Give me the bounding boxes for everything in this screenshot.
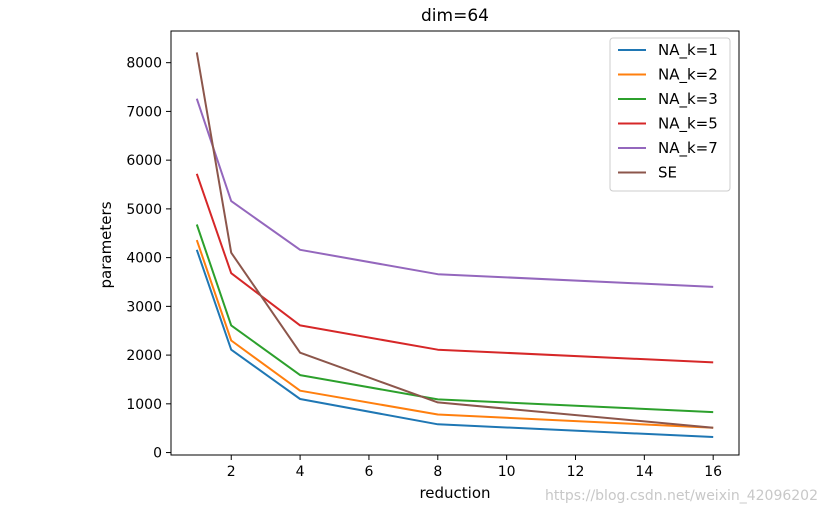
series-line-se bbox=[195, 52, 714, 429]
plot-area bbox=[170, 30, 740, 456]
x-axis-label: reduction bbox=[419, 484, 490, 502]
y-tick-label-7000: 7000 bbox=[126, 104, 162, 120]
x-axis: 2 4 6 8 10 12 14 16 bbox=[227, 455, 722, 480]
legend-label-na-k-1: NA_k=1 bbox=[658, 41, 718, 60]
y-tick-label-3000: 3000 bbox=[126, 299, 162, 315]
series-lines bbox=[195, 52, 714, 438]
y-axis-label: parameters bbox=[97, 201, 115, 288]
series-line-na-k-7 bbox=[195, 98, 714, 288]
y-tick-label-2000: 2000 bbox=[126, 348, 162, 364]
legend-box bbox=[609, 37, 731, 192]
x-tick-label-4: 4 bbox=[296, 464, 305, 480]
x-tick-label-6: 6 bbox=[364, 464, 373, 480]
legend-label-na-k-7: NA_k=7 bbox=[658, 139, 718, 158]
y-tick-label-5000: 5000 bbox=[126, 202, 162, 218]
x-tick-label-16: 16 bbox=[704, 464, 722, 480]
x-tick-label-8: 8 bbox=[433, 464, 442, 480]
y-tick-label-4000: 4000 bbox=[126, 251, 162, 267]
x-tick-label-2: 2 bbox=[227, 464, 236, 480]
legend-label-na-k-2: NA_k=2 bbox=[658, 66, 718, 85]
x-tick-label-14: 14 bbox=[635, 464, 653, 480]
y-tick-label-0: 0 bbox=[153, 446, 162, 462]
series-line-na-k-2 bbox=[195, 239, 714, 429]
plot-frame bbox=[170, 30, 740, 456]
legend: NA_k=1 NA_k=2 NA_k=3 NA_k=5 NA_k=7 SE bbox=[609, 37, 731, 192]
x-tick-label-12: 12 bbox=[567, 464, 585, 480]
x-tick-label-10: 10 bbox=[498, 464, 516, 480]
y-tick-label-8000: 8000 bbox=[126, 56, 162, 72]
y-axis: 0 1000 2000 3000 4000 5000 6000 7000 8000 bbox=[126, 56, 171, 462]
y-tick-label-1000: 1000 bbox=[126, 397, 162, 413]
chart-title: dim=64 bbox=[421, 6, 489, 26]
legend-label-na-k-3: NA_k=3 bbox=[658, 90, 718, 109]
series-line-na-k-3 bbox=[195, 224, 714, 414]
legend-label-na-k-5: NA_k=5 bbox=[658, 115, 718, 134]
y-tick-label-6000: 6000 bbox=[126, 153, 162, 169]
watermark: https://blog.csdn.net/weixin_42096202 bbox=[545, 488, 818, 504]
series-line-na-k-1 bbox=[195, 249, 714, 438]
legend-label-se: SE bbox=[658, 164, 677, 182]
series-line-na-k-5 bbox=[195, 173, 714, 364]
